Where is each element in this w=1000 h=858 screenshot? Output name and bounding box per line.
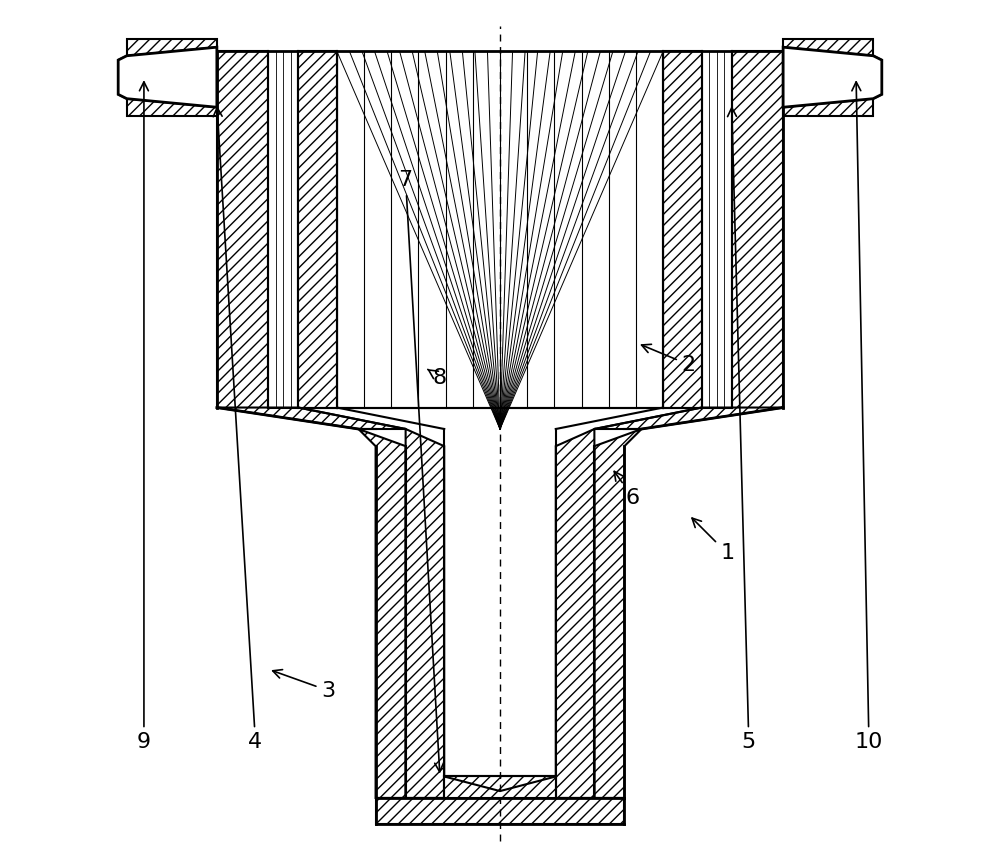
Polygon shape [217,51,268,408]
Polygon shape [783,47,882,107]
Polygon shape [783,39,873,116]
Text: 7: 7 [399,170,444,772]
Text: 4: 4 [213,107,263,752]
Polygon shape [556,429,594,798]
Polygon shape [118,47,217,107]
Polygon shape [594,429,642,798]
Polygon shape [376,798,624,824]
Polygon shape [663,51,702,408]
Polygon shape [732,51,783,408]
Text: 1: 1 [692,518,734,564]
Polygon shape [298,51,337,408]
Text: 8: 8 [428,367,447,388]
Polygon shape [444,776,556,798]
Text: 5: 5 [728,107,756,752]
Polygon shape [594,408,783,429]
Text: 6: 6 [614,471,640,508]
Text: 9: 9 [137,82,151,752]
Text: 2: 2 [642,344,696,375]
Polygon shape [406,429,444,798]
Polygon shape [783,47,882,107]
Polygon shape [118,47,217,107]
Polygon shape [217,408,406,429]
Text: 3: 3 [273,669,335,701]
Polygon shape [127,39,217,116]
Polygon shape [358,429,406,798]
Text: 10: 10 [852,82,883,752]
